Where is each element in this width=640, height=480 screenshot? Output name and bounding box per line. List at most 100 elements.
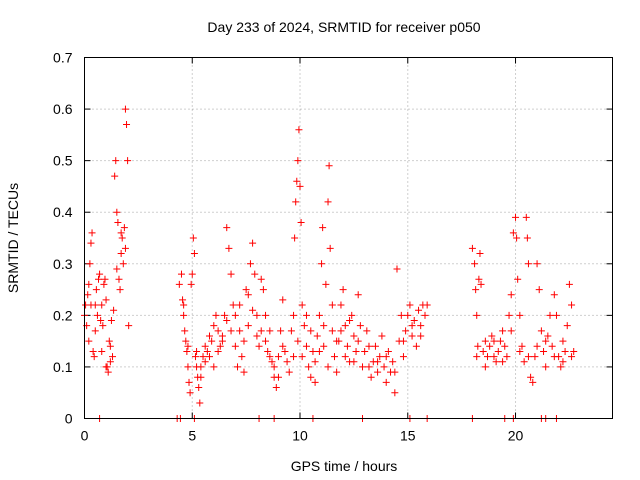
data-point: [236, 327, 244, 335]
data-point: [473, 353, 481, 361]
data-point: [568, 301, 576, 309]
data-point: [315, 347, 323, 355]
data-point: [281, 347, 289, 355]
y-tick-label: 0.4: [53, 204, 73, 220]
data-point: [391, 368, 399, 376]
data-point: [210, 363, 218, 371]
data-point: [550, 353, 558, 361]
data-point: [307, 373, 315, 381]
data-point: [91, 327, 99, 335]
data-point: [234, 363, 242, 371]
data-point: [505, 311, 513, 319]
data-point: [354, 337, 362, 345]
data-point: [513, 234, 521, 242]
data-point: [382, 378, 390, 386]
data-point: [499, 358, 507, 366]
data-point: [257, 275, 265, 283]
data-point: [266, 353, 274, 361]
data-point: [542, 363, 550, 371]
data-point: [246, 260, 254, 268]
y-tick-label: 0.3: [53, 256, 73, 272]
data-point: [115, 275, 123, 283]
y-tick-label: 0.7: [53, 50, 73, 66]
data-point: [311, 378, 319, 386]
data-point: [352, 347, 360, 355]
data-point: [272, 384, 280, 392]
data-point: [84, 291, 92, 299]
data-point: [277, 327, 285, 335]
data-point: [376, 353, 384, 361]
x-axis-label: GPS time / hours: [291, 458, 398, 474]
data-point: [285, 368, 293, 376]
data-point: [533, 260, 541, 268]
data-point: [402, 327, 410, 335]
data-point: [297, 219, 305, 227]
data-point: [88, 229, 96, 237]
data-point: [524, 353, 532, 361]
data-point: [110, 306, 118, 314]
data-point: [231, 311, 239, 319]
y-axis-label: SRMTID / TECUs: [5, 183, 21, 293]
data-point: [300, 322, 308, 330]
data-point: [106, 342, 114, 350]
data-point: [113, 265, 121, 273]
data-point: [399, 337, 407, 345]
data-point: [557, 363, 565, 371]
data-point: [516, 311, 524, 319]
data-point: [117, 229, 125, 237]
x-tick-label: 15: [400, 428, 416, 444]
data-point: [361, 347, 369, 355]
data-point: [227, 327, 235, 335]
data-point: [87, 239, 95, 247]
data-point: [393, 265, 401, 273]
data-point: [208, 337, 216, 345]
data-point: [92, 286, 100, 294]
data-point: [343, 342, 351, 350]
data-point: [496, 337, 504, 345]
data-point: [274, 373, 282, 381]
data-point: [477, 280, 485, 288]
data-point: [221, 311, 229, 319]
chart-title: Day 233 of 2024, SRMTID for receiver p05…: [207, 19, 480, 35]
data-point: [124, 157, 132, 165]
data-point: [184, 363, 192, 371]
data-point: [95, 275, 103, 283]
data-point: [311, 358, 319, 366]
data-point: [188, 270, 196, 278]
data-point: [472, 286, 480, 294]
data-point: [212, 311, 220, 319]
data-point: [225, 244, 233, 252]
data-point: [337, 327, 345, 335]
data-point: [236, 301, 244, 309]
data-point: [365, 363, 373, 371]
data-point: [319, 224, 327, 232]
data-point: [415, 306, 423, 314]
data-point: [507, 327, 515, 335]
data-point: [295, 126, 303, 134]
data-point: [180, 311, 188, 319]
data-point: [363, 327, 371, 335]
data-point: [326, 244, 334, 252]
data-point: [479, 347, 487, 355]
data-point: [499, 327, 507, 335]
data-point: [191, 353, 199, 361]
data-point: [186, 389, 194, 397]
data-point: [404, 311, 412, 319]
data-point: [309, 347, 317, 355]
data-point: [119, 260, 127, 268]
data-point: [503, 353, 511, 361]
data-point: [179, 296, 187, 304]
data-point: [118, 234, 126, 242]
data-point: [412, 342, 420, 350]
data-point: [322, 280, 330, 288]
data-point: [205, 332, 213, 340]
data-point: [96, 270, 104, 278]
data-point: [516, 347, 524, 355]
y-tick-label: 0.5: [53, 153, 73, 169]
data-point: [484, 353, 492, 361]
data-point: [292, 198, 300, 206]
data-point: [197, 363, 205, 371]
data-point: [287, 327, 295, 335]
data-point: [302, 342, 310, 350]
